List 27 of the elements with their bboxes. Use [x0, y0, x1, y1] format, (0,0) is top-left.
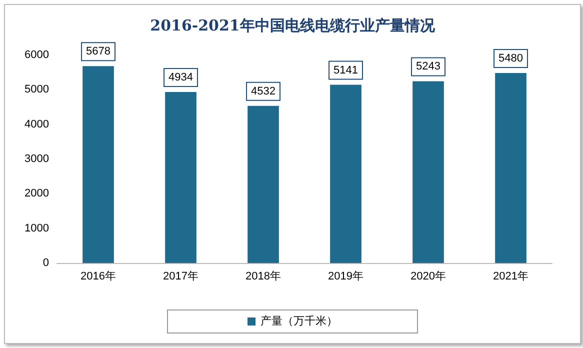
data-label: 4934	[168, 71, 193, 84]
bar	[82, 66, 114, 263]
y-tick-label: 6000	[24, 49, 49, 61]
bar	[495, 73, 526, 263]
data-label: 5480	[498, 52, 523, 65]
y-tick-label: 4000	[24, 118, 49, 130]
x-tick-label: 2018年	[246, 270, 281, 282]
x-tick-label: 2020年	[410, 270, 446, 282]
data-label: 5141	[334, 64, 358, 76]
bar	[165, 92, 196, 263]
data-label: 5243	[416, 60, 440, 73]
bar	[330, 84, 362, 263]
chart-title: 2016-2021年中国电线电缆行业产量情况	[150, 16, 436, 34]
x-tick-label: 2021年	[493, 270, 528, 282]
data-label: 4532	[251, 85, 276, 98]
y-tick-label: 0	[42, 257, 49, 269]
data-label: 5678	[86, 46, 110, 58]
x-tick-label: 2017年	[163, 270, 198, 282]
y-tick-label: 5000	[24, 84, 49, 96]
y-tick-label: 3000	[24, 153, 49, 165]
bar	[248, 106, 279, 263]
x-tick-label: 2016年	[80, 270, 116, 282]
x-tick-label: 2019年	[328, 270, 364, 282]
legend-label: 产量（万千米）	[260, 314, 338, 328]
y-tick-label: 2000	[24, 188, 49, 200]
bar	[412, 81, 444, 263]
y-tick-label: 1000	[24, 222, 49, 234]
